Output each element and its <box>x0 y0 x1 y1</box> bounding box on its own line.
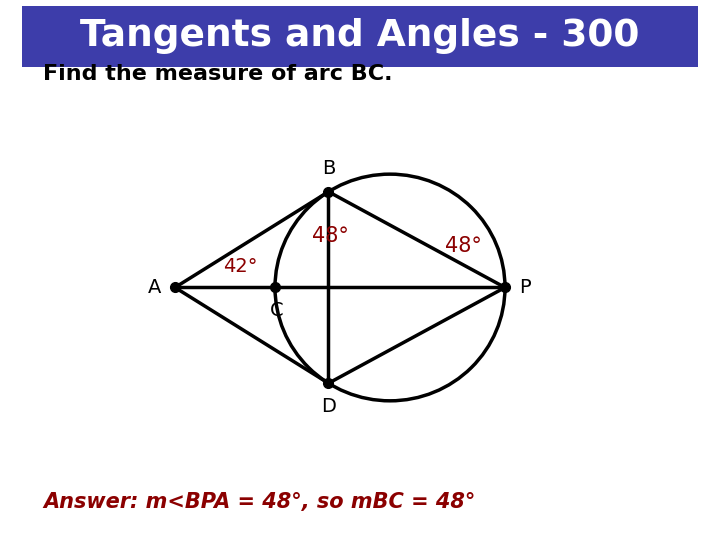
Text: Tangents and Angles - 300: Tangents and Angles - 300 <box>81 18 639 55</box>
Text: P: P <box>519 278 531 297</box>
FancyBboxPatch shape <box>22 6 698 67</box>
Text: D: D <box>321 397 336 416</box>
Text: 42°: 42° <box>222 256 257 275</box>
Text: 48°: 48° <box>444 236 482 256</box>
Text: Answer: m<BPA = 48°, so mBC = 48°: Answer: m<BPA = 48°, so mBC = 48° <box>43 492 476 512</box>
Text: A: A <box>148 278 161 297</box>
Text: C: C <box>270 301 284 320</box>
Text: Find the measure of arc BC.: Find the measure of arc BC. <box>43 64 392 84</box>
Text: 48°: 48° <box>312 226 348 246</box>
Text: B: B <box>322 159 336 178</box>
Text: HOME: HOME <box>572 490 656 514</box>
